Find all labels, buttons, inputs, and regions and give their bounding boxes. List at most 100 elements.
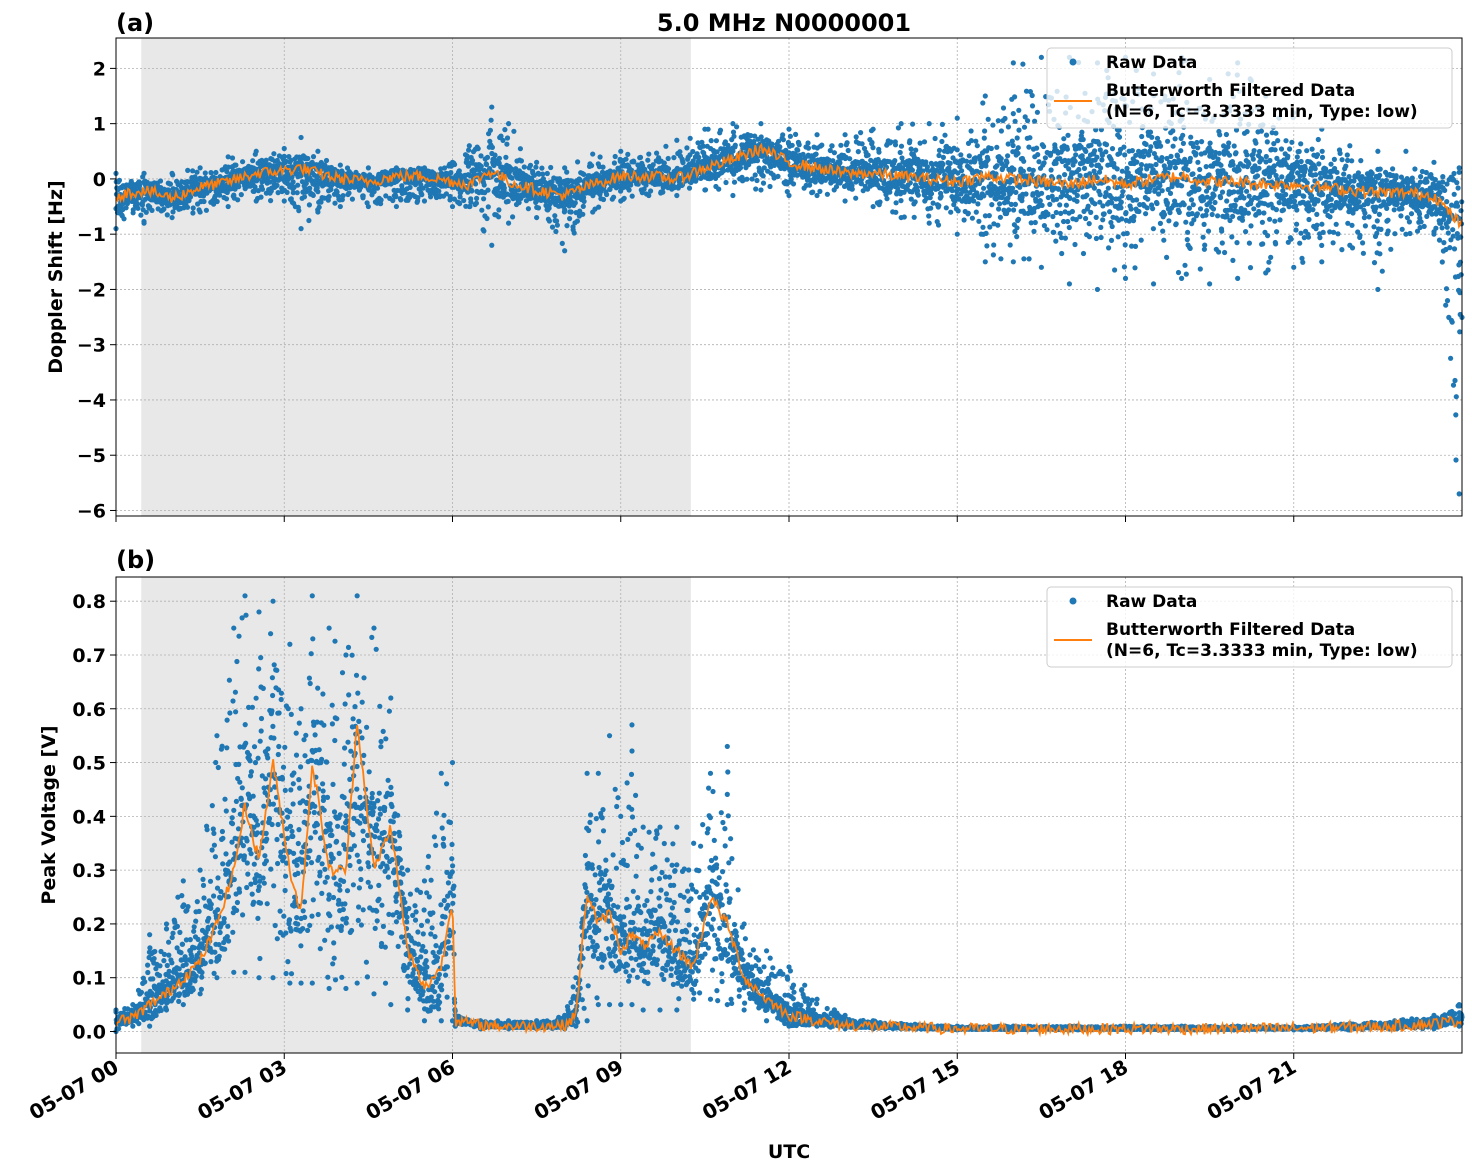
raw-data-point bbox=[258, 194, 264, 200]
raw-data-point bbox=[996, 206, 1002, 212]
raw-data-point bbox=[549, 224, 556, 230]
raw-data-point bbox=[1128, 206, 1134, 212]
raw-data-point bbox=[1234, 240, 1240, 246]
raw-data-point bbox=[539, 165, 545, 171]
raw-data-point bbox=[1219, 228, 1225, 234]
raw-data-point bbox=[1074, 198, 1080, 204]
raw-data-point bbox=[1304, 148, 1310, 154]
raw-data-point bbox=[1014, 234, 1020, 240]
raw-data-point bbox=[780, 132, 786, 138]
raw-data-point bbox=[1182, 262, 1188, 268]
raw-data-point bbox=[1209, 211, 1215, 218]
raw-data-point bbox=[911, 214, 917, 220]
raw-data-point bbox=[1029, 92, 1035, 99]
raw-data-point bbox=[407, 184, 413, 190]
raw-data-point bbox=[1366, 214, 1372, 220]
raw-data-point bbox=[1167, 190, 1174, 196]
raw-data-point bbox=[1371, 260, 1378, 266]
raw-data-point bbox=[898, 198, 904, 204]
raw-data-point bbox=[283, 158, 289, 164]
raw-data-point bbox=[1098, 224, 1104, 230]
raw-data-point bbox=[1161, 212, 1168, 218]
raw-data-point bbox=[1157, 183, 1163, 189]
raw-data-point bbox=[895, 125, 902, 131]
raw-data-point bbox=[488, 117, 494, 123]
raw-data-point bbox=[1244, 129, 1250, 135]
raw-data-point bbox=[780, 137, 787, 143]
raw-data-point bbox=[1172, 136, 1178, 142]
raw-data-point bbox=[1118, 199, 1124, 205]
raw-data-point bbox=[1185, 229, 1191, 235]
raw-data-point bbox=[306, 217, 312, 224]
raw-data-point bbox=[717, 127, 724, 133]
raw-data-point bbox=[1293, 227, 1299, 233]
raw-data-point bbox=[1061, 136, 1067, 142]
raw-data-point bbox=[1159, 155, 1165, 161]
raw-data-point bbox=[1053, 238, 1059, 244]
raw-data-point bbox=[1180, 132, 1186, 138]
raw-data-point bbox=[240, 159, 246, 165]
raw-data-point bbox=[737, 165, 744, 171]
raw-data-point bbox=[1084, 192, 1090, 198]
raw-data-point bbox=[819, 142, 825, 148]
raw-data-point bbox=[752, 172, 758, 178]
raw-data-point bbox=[323, 157, 330, 164]
raw-data-point bbox=[1339, 157, 1345, 163]
raw-data-point bbox=[1100, 217, 1106, 223]
raw-data-point bbox=[1065, 218, 1071, 225]
raw-data-point bbox=[1337, 150, 1343, 156]
raw-data-point bbox=[1092, 148, 1098, 154]
raw-data-point bbox=[631, 159, 637, 165]
raw-data-point bbox=[1246, 161, 1252, 167]
raw-data-point bbox=[939, 138, 945, 145]
raw-data-point bbox=[1164, 200, 1170, 206]
raw-data-point bbox=[932, 135, 938, 142]
raw-data-point bbox=[1132, 243, 1139, 249]
raw-data-point bbox=[1160, 228, 1166, 234]
raw-data-point bbox=[1154, 200, 1160, 207]
raw-data-point bbox=[1124, 230, 1130, 236]
raw-data-point bbox=[980, 100, 986, 106]
raw-data-point bbox=[505, 198, 511, 204]
raw-data-point bbox=[790, 181, 797, 187]
raw-data-point bbox=[535, 205, 542, 211]
raw-data-point bbox=[1030, 167, 1036, 173]
raw-data-point bbox=[1072, 158, 1078, 164]
raw-data-point bbox=[1205, 228, 1212, 234]
raw-data-point bbox=[908, 146, 914, 152]
raw-data-point bbox=[580, 211, 586, 217]
raw-data-point bbox=[554, 222, 561, 228]
raw-data-point bbox=[1047, 201, 1053, 207]
raw-data-point bbox=[1164, 254, 1170, 260]
raw-data-point bbox=[1301, 193, 1307, 199]
raw-data-point bbox=[1258, 128, 1264, 134]
raw-data-point bbox=[1134, 159, 1140, 165]
raw-data-point bbox=[1312, 166, 1318, 172]
raw-data-point bbox=[1305, 234, 1312, 240]
raw-data-point bbox=[564, 223, 570, 229]
raw-data-point bbox=[203, 207, 209, 213]
raw-data-point bbox=[1048, 167, 1054, 173]
raw-data-point bbox=[1302, 166, 1308, 172]
raw-data-point bbox=[1244, 152, 1250, 158]
raw-data-point bbox=[754, 177, 760, 184]
raw-data-point bbox=[1085, 203, 1091, 209]
raw-data-point bbox=[961, 217, 967, 223]
raw-data-point bbox=[1273, 207, 1279, 213]
raw-data-point bbox=[949, 188, 955, 194]
raw-data-point bbox=[448, 170, 454, 176]
raw-data-point bbox=[492, 152, 498, 158]
raw-data-point bbox=[955, 208, 961, 214]
raw-data-point bbox=[1273, 130, 1279, 136]
raw-data-point bbox=[540, 171, 546, 177]
raw-data-point bbox=[612, 153, 618, 160]
raw-data-point bbox=[661, 160, 667, 166]
raw-data-point bbox=[1385, 228, 1391, 234]
raw-data-point bbox=[990, 252, 997, 258]
raw-data-point bbox=[1093, 214, 1099, 220]
raw-data-point bbox=[485, 204, 491, 210]
raw-data-point bbox=[284, 189, 290, 195]
raw-data-point bbox=[1134, 197, 1140, 203]
raw-data-point bbox=[315, 189, 321, 195]
raw-data-point bbox=[1314, 152, 1321, 158]
